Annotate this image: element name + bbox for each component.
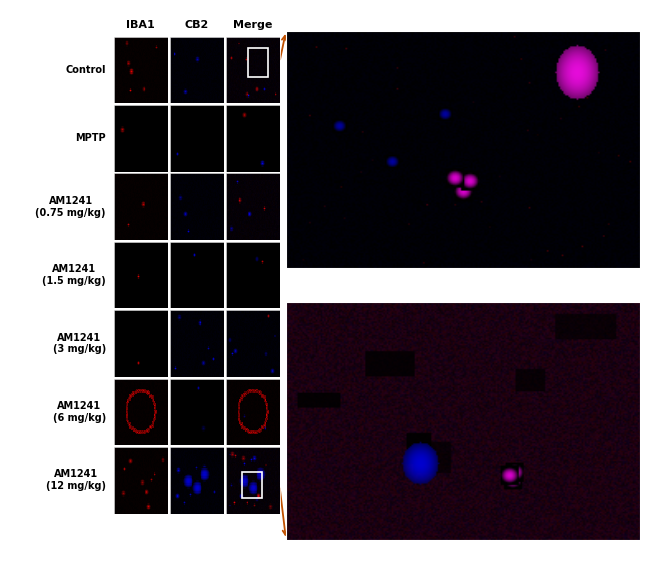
- Text: Control: Control: [66, 65, 106, 75]
- Text: AM1241
(1.5 mg/kg): AM1241 (1.5 mg/kg): [42, 264, 106, 286]
- Bar: [242, 472, 262, 498]
- Text: AM1241
(0.75 mg/kg): AM1241 (0.75 mg/kg): [36, 196, 106, 218]
- Bar: [248, 48, 268, 77]
- Text: AM1241
(3 mg/kg): AM1241 (3 mg/kg): [53, 333, 106, 354]
- Text: Merge: Merge: [233, 20, 272, 30]
- Text: CB2: CB2: [185, 20, 209, 30]
- Text: AM1241
(12 mg/kg): AM1241 (12 mg/kg): [46, 470, 106, 491]
- Text: IBA1: IBA1: [126, 20, 155, 30]
- Text: AM1241
(6 mg/kg): AM1241 (6 mg/kg): [53, 401, 106, 423]
- Text: MPTP: MPTP: [75, 133, 106, 144]
